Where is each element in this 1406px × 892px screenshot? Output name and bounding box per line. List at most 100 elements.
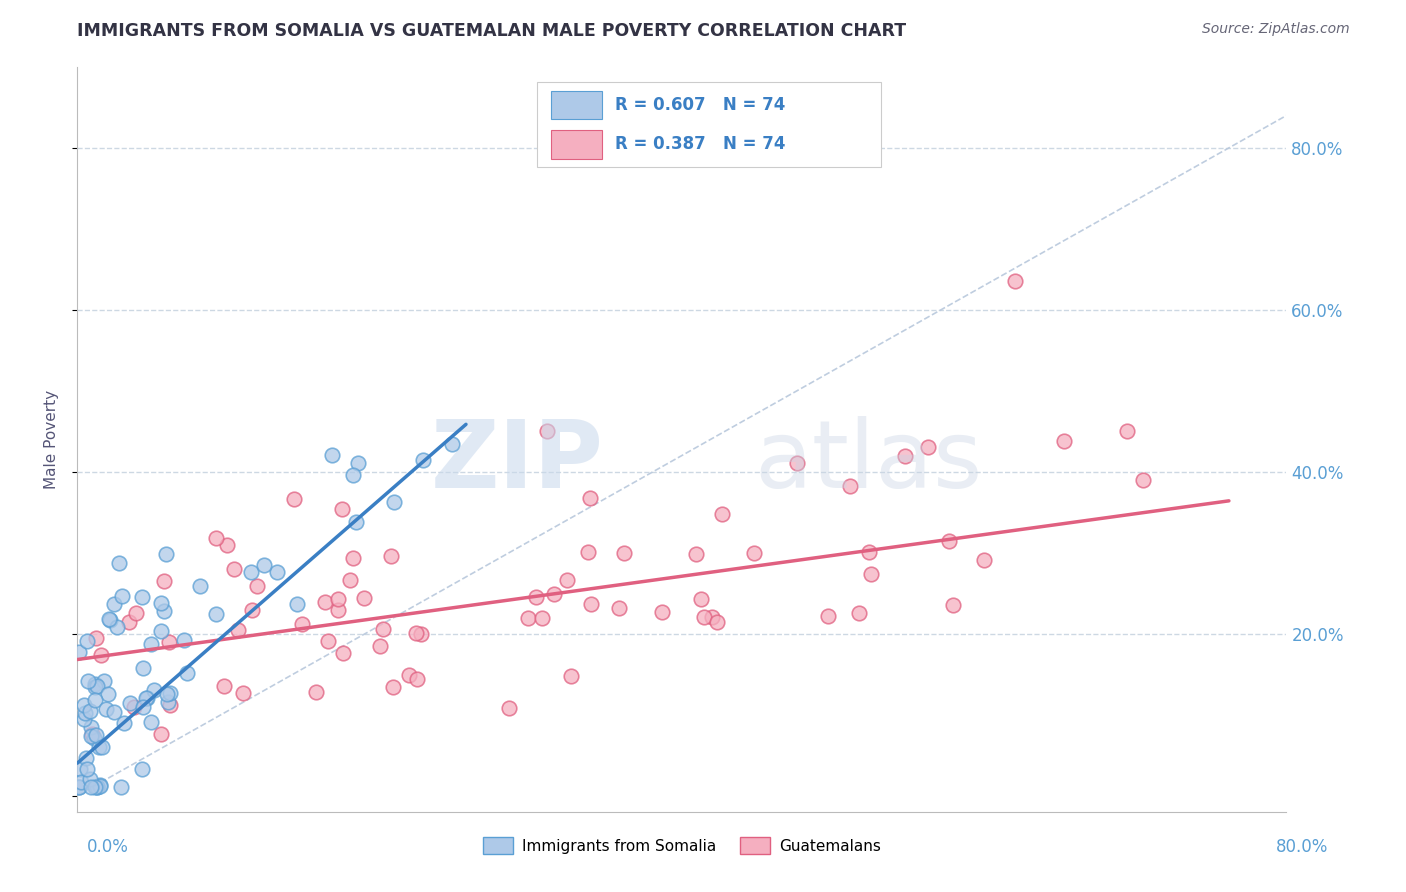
Point <box>80 729 103 743</box>
Point <box>75 751 97 765</box>
Point <box>973 553 995 567</box>
Legend: Immigrants from Somalia, Guatemalans: Immigrants from Somalia, Guatemalans <box>477 831 887 860</box>
Point <box>173 633 195 648</box>
Point <box>73 706 96 721</box>
FancyBboxPatch shape <box>551 130 602 159</box>
Point <box>342 550 364 565</box>
Point <box>817 609 839 624</box>
Point <box>86 679 108 693</box>
Point <box>84 680 107 694</box>
Point <box>155 547 177 561</box>
Point <box>291 617 314 632</box>
Point <box>132 661 155 675</box>
Point <box>536 424 558 438</box>
Text: IMMIGRANTS FROM SOMALIA VS GUATEMALAN MALE POVERTY CORRELATION CHART: IMMIGRANTS FROM SOMALIA VS GUATEMALAN MA… <box>77 22 907 40</box>
Point <box>353 591 375 606</box>
Point <box>73 712 96 726</box>
Point <box>689 591 711 606</box>
Point <box>742 545 765 559</box>
Point <box>135 691 157 706</box>
Point <box>98 612 121 626</box>
Point <box>67 780 90 795</box>
Point <box>579 597 602 611</box>
Point <box>382 681 405 695</box>
Point <box>613 546 636 560</box>
Point <box>76 633 98 648</box>
Point <box>342 468 364 483</box>
Point <box>232 686 254 700</box>
Point <box>321 448 343 462</box>
Point <box>118 615 141 630</box>
Point <box>240 565 263 579</box>
Point <box>786 456 808 470</box>
Point <box>105 620 128 634</box>
Point <box>941 598 963 612</box>
Point <box>90 648 112 662</box>
Point <box>692 609 714 624</box>
Point <box>607 600 630 615</box>
Point <box>125 606 148 620</box>
Point <box>149 596 172 610</box>
Point <box>84 631 107 645</box>
Point <box>188 579 211 593</box>
Point <box>79 780 101 795</box>
Point <box>917 441 939 455</box>
Point <box>838 479 860 493</box>
Point <box>83 780 105 795</box>
Point <box>73 698 96 713</box>
Point <box>1004 275 1026 289</box>
Point <box>89 779 111 793</box>
Point <box>893 449 915 463</box>
Point <box>266 565 288 579</box>
Point <box>316 633 339 648</box>
Point <box>69 780 91 795</box>
Point <box>111 589 134 603</box>
Point <box>141 637 163 651</box>
Point <box>711 507 734 521</box>
Point <box>440 437 463 451</box>
Point <box>543 587 565 601</box>
Point <box>87 740 110 755</box>
Point <box>226 623 249 637</box>
Point <box>89 778 111 792</box>
Point <box>80 721 103 735</box>
Text: ZIP: ZIP <box>430 416 603 508</box>
Point <box>409 627 432 641</box>
Point <box>76 762 98 776</box>
Point <box>1116 424 1139 438</box>
Point <box>380 549 402 564</box>
Point <box>314 595 336 609</box>
Point <box>557 573 579 587</box>
Point <box>152 604 174 618</box>
Text: R = 0.387   N = 74: R = 0.387 N = 74 <box>616 136 786 153</box>
Point <box>1053 434 1076 449</box>
Point <box>143 683 166 698</box>
Point <box>159 698 181 712</box>
Point <box>651 605 673 619</box>
Point <box>110 780 132 795</box>
Point <box>83 731 105 746</box>
Point <box>176 665 198 680</box>
Point <box>157 695 180 709</box>
Point <box>859 566 882 581</box>
Point <box>79 772 101 786</box>
Point <box>112 716 135 731</box>
Point <box>86 780 108 795</box>
Text: atlas: atlas <box>755 416 983 508</box>
Point <box>560 669 582 683</box>
Point <box>103 706 125 720</box>
Point <box>217 538 239 552</box>
FancyBboxPatch shape <box>551 91 602 119</box>
Point <box>702 610 724 624</box>
Point <box>330 502 353 516</box>
Point <box>131 762 153 776</box>
Point <box>285 597 308 611</box>
Point <box>90 740 112 755</box>
Point <box>159 686 181 700</box>
Text: 0.0%: 0.0% <box>87 838 129 855</box>
Point <box>398 667 420 681</box>
Point <box>382 495 405 509</box>
Point <box>103 597 125 611</box>
Point <box>84 728 107 742</box>
Point <box>156 687 179 701</box>
